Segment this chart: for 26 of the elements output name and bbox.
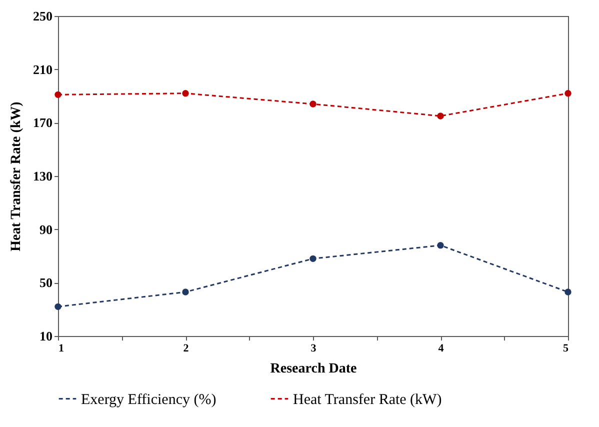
y-tick-label: 250 [33, 8, 52, 24]
y-tick-label: 50 [40, 275, 52, 290]
y-tick-label: 210 [33, 62, 52, 77]
point [437, 112, 444, 120]
legend-label: Exergy Efficiency (%) [81, 392, 216, 408]
x-tick-label: 2 [183, 342, 190, 354]
y-axis-title: Heat Transfer Rate (kW) [9, 101, 24, 252]
y-tick-label: 130 [33, 168, 52, 184]
legend-label: Heat Transfer Rate (kW) [293, 392, 442, 408]
x-tick-label: 5 [563, 342, 569, 354]
point [564, 288, 572, 296]
y-tick-label: 90 [40, 222, 52, 237]
point [182, 288, 189, 296]
point [564, 90, 572, 97]
point [437, 242, 444, 249]
y-tick-label: 170 [33, 115, 52, 130]
point [182, 90, 189, 97]
point [54, 303, 62, 310]
point [310, 100, 316, 108]
point [54, 91, 62, 98]
x-axis-title: Research Date [270, 362, 357, 376]
x-tick-label: 3 [310, 342, 317, 354]
x-tick-label: 4 [438, 342, 444, 354]
y-tick-label: 10 [40, 328, 52, 344]
x-tick-label: 1 [58, 342, 64, 354]
point [310, 255, 316, 262]
